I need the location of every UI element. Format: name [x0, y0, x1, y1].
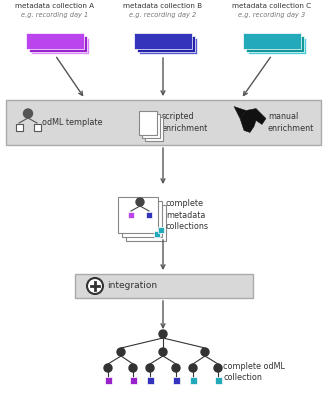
Text: integration: integration: [107, 282, 157, 290]
Circle shape: [159, 330, 167, 338]
Text: metadata collection C: metadata collection C: [232, 3, 312, 9]
FancyBboxPatch shape: [134, 33, 192, 49]
FancyBboxPatch shape: [126, 205, 166, 241]
Polygon shape: [234, 106, 246, 118]
FancyBboxPatch shape: [139, 38, 197, 54]
FancyBboxPatch shape: [243, 33, 301, 49]
FancyBboxPatch shape: [118, 197, 158, 233]
FancyBboxPatch shape: [15, 124, 23, 131]
Text: e.g. recording day 2: e.g. recording day 2: [129, 12, 197, 18]
Text: odML template: odML template: [42, 118, 102, 127]
Circle shape: [136, 198, 144, 206]
Circle shape: [201, 348, 209, 356]
FancyBboxPatch shape: [146, 212, 152, 218]
FancyBboxPatch shape: [173, 377, 180, 384]
FancyBboxPatch shape: [122, 201, 162, 237]
Circle shape: [159, 348, 167, 356]
FancyBboxPatch shape: [145, 116, 163, 140]
Circle shape: [129, 364, 137, 372]
FancyBboxPatch shape: [146, 377, 153, 384]
Text: complete odML
collection: complete odML collection: [223, 362, 285, 382]
Circle shape: [117, 348, 125, 356]
Text: scripted
enrichment: scripted enrichment: [162, 112, 208, 132]
FancyBboxPatch shape: [248, 38, 306, 54]
FancyBboxPatch shape: [137, 36, 195, 52]
FancyBboxPatch shape: [26, 33, 84, 49]
FancyBboxPatch shape: [142, 114, 160, 138]
Circle shape: [146, 364, 154, 372]
Text: metadata collection A: metadata collection A: [15, 3, 95, 9]
FancyBboxPatch shape: [31, 38, 89, 54]
Text: manual
enrichment: manual enrichment: [268, 112, 314, 132]
FancyBboxPatch shape: [246, 36, 304, 52]
Circle shape: [87, 278, 103, 294]
FancyBboxPatch shape: [6, 100, 321, 145]
FancyBboxPatch shape: [128, 212, 134, 218]
Text: e.g. recording day 1: e.g. recording day 1: [21, 12, 89, 18]
FancyBboxPatch shape: [158, 227, 164, 233]
FancyBboxPatch shape: [105, 377, 112, 384]
Text: complete
metadata
collections: complete metadata collections: [166, 200, 209, 230]
Circle shape: [104, 364, 112, 372]
FancyBboxPatch shape: [29, 36, 87, 52]
FancyBboxPatch shape: [154, 231, 160, 237]
Text: metadata collection B: metadata collection B: [123, 3, 202, 9]
Circle shape: [189, 364, 197, 372]
FancyBboxPatch shape: [215, 377, 221, 384]
FancyBboxPatch shape: [139, 110, 157, 134]
Polygon shape: [240, 108, 266, 132]
FancyBboxPatch shape: [75, 274, 253, 298]
Circle shape: [214, 364, 222, 372]
Circle shape: [24, 109, 32, 118]
Text: e.g. recording day 3: e.g. recording day 3: [238, 12, 306, 18]
Circle shape: [172, 364, 180, 372]
FancyBboxPatch shape: [190, 377, 197, 384]
FancyBboxPatch shape: [33, 124, 41, 131]
FancyBboxPatch shape: [129, 377, 136, 384]
